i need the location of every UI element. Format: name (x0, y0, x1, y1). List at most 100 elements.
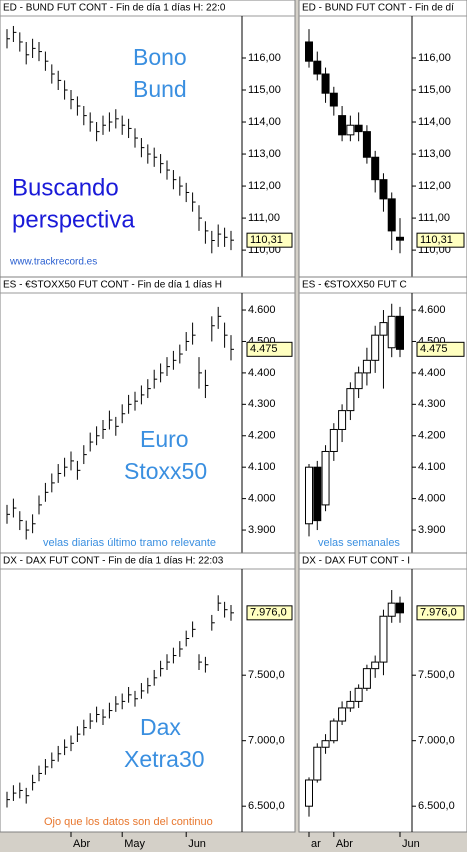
y-tick-label: 116,00 (418, 52, 451, 64)
candle-body (338, 410, 347, 430)
y-tick-label: 115,00 (418, 84, 451, 96)
y-tick-label: 111,00 (418, 212, 450, 224)
y-tick-label: 6.500,0 (248, 800, 285, 812)
panel-header: ES - €STOXX50 FUT C (302, 280, 407, 291)
panel-header: DX - DAX FUT CONT - Fin de día 1 días H:… (3, 556, 224, 567)
candle-body (313, 466, 322, 522)
last-price-label: 7.976,0 (420, 607, 457, 619)
annotation: Xetra30 (124, 746, 205, 772)
last-price-box (416, 341, 465, 357)
candle-body (362, 668, 371, 689)
annotation: Bund (133, 76, 187, 102)
y-tick-label: 115,00 (248, 84, 281, 96)
x-tick-label: Abr (336, 838, 353, 850)
candle-body (396, 236, 404, 241)
y-tick-label: 4.600 (418, 304, 446, 316)
last-price-box (416, 232, 465, 248)
candle-body (329, 92, 338, 107)
annotation: www.trackrecord.es (9, 257, 97, 268)
y-tick-label: 3.900 (248, 524, 276, 536)
y-tick-label: 4.400 (418, 367, 446, 379)
candle-body (329, 720, 338, 742)
x-tick-label: Jun (402, 838, 420, 850)
candle-body (387, 602, 396, 617)
candle-body (379, 322, 388, 336)
candle-body (321, 450, 330, 506)
y-tick-label: 4.000 (248, 493, 276, 505)
candle-body (313, 746, 322, 781)
candle-body (396, 602, 404, 614)
candle-body (321, 73, 330, 94)
panel (298, 552, 467, 833)
y-tick-label: 7.000,0 (248, 735, 285, 747)
x-tick-label: Abr (73, 838, 90, 850)
y-tick-label: 4.000 (418, 493, 446, 505)
y-tick-label: 3.900 (418, 524, 446, 536)
candle-body (338, 707, 347, 722)
candle-body (379, 179, 388, 200)
last-price-label: 7.976,0 (250, 607, 287, 619)
panel (298, 0, 467, 278)
candle-body (329, 428, 338, 452)
y-tick-label: 4.300 (418, 398, 446, 410)
candle-body (346, 700, 355, 709)
y-tick-label: 116,00 (248, 52, 281, 64)
y-tick-label: 6.500,0 (418, 800, 455, 812)
panel (0, 276, 296, 554)
last-price-label: 4.475 (420, 343, 448, 355)
panel (0, 0, 296, 278)
x-tick-label: ar (311, 838, 321, 850)
y-tick-label: 113,00 (248, 148, 281, 160)
annotation: Stoxx50 (124, 458, 207, 484)
candle-body (362, 359, 371, 374)
annotation: Buscando (12, 174, 119, 201)
y-tick-label: 4.200 (248, 430, 276, 442)
y-tick-label: 114,00 (418, 116, 451, 128)
y-tick-label: 4.100 (248, 461, 276, 473)
y-tick-label: 4.600 (248, 304, 276, 316)
annotation: Ojo que los datos son del continuo (44, 816, 213, 828)
annotation: Euro (140, 426, 189, 452)
last-price-box (416, 605, 465, 621)
candle-body (354, 687, 363, 702)
last-price-label: 110,31 (250, 234, 283, 246)
y-tick-label: 7.500,0 (248, 669, 285, 681)
x-tick-label: May (124, 838, 145, 850)
candle-body (387, 198, 396, 232)
candle-body (346, 388, 355, 412)
candle-body (305, 779, 313, 807)
y-tick-label: 4.400 (248, 367, 276, 379)
candle-body (305, 466, 313, 525)
y-tick-label: 113,00 (418, 148, 451, 160)
candle-body (371, 156, 380, 181)
last-price-label: 4.475 (250, 343, 278, 355)
annotation: Dax (140, 714, 181, 740)
candle-body (354, 372, 363, 390)
y-tick-label: 4.300 (248, 398, 276, 410)
x-tick-label: Jun (188, 838, 206, 850)
annotation: velas semanales (318, 537, 400, 549)
last-price-box (246, 232, 293, 248)
candle-body (379, 615, 388, 663)
last-price-box (246, 605, 293, 621)
candle-body (346, 124, 355, 136)
candle-body (396, 315, 404, 350)
candle-body (305, 41, 313, 62)
candle-body (362, 131, 371, 158)
candle-body (354, 124, 363, 133)
y-tick-label: 4.100 (418, 461, 446, 473)
candle-body (387, 315, 396, 349)
y-tick-label: 114,00 (248, 116, 281, 128)
y-tick-label: 4.200 (418, 430, 446, 442)
annotation: Bono (133, 44, 187, 70)
last-price-box (246, 341, 293, 357)
panel-header: ES - €STOXX50 FUT CONT - Fin de día 1 dí… (3, 280, 222, 291)
candle-body (321, 740, 330, 748)
y-tick-label: 7.000,0 (418, 735, 455, 747)
y-tick-label: 112,00 (418, 180, 451, 192)
candle-body (313, 60, 322, 75)
panel-header: ED - BUND FUT CONT - Fin de dí (302, 3, 454, 14)
candle-body (338, 115, 347, 136)
panel-header: DX - DAX FUT CONT - I (302, 556, 410, 567)
